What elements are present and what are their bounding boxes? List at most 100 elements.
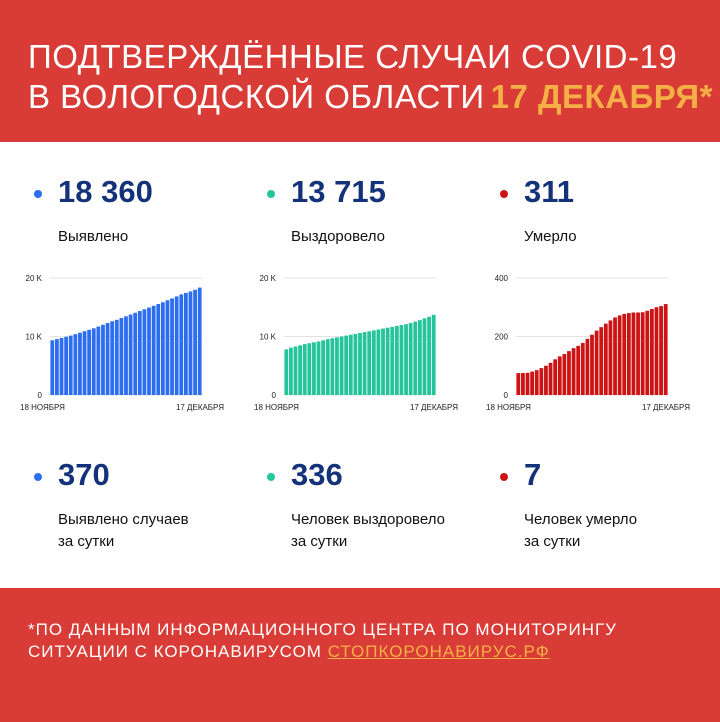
- y-tick-label: 200: [495, 333, 509, 342]
- chart-bar: [431, 314, 436, 395]
- recovered-dot: [267, 190, 275, 198]
- chart-bar: [654, 307, 659, 395]
- chart-bar: [417, 320, 422, 395]
- chart-bar: [353, 333, 358, 395]
- title-line-2: В ВОЛОГОДСКОЙ ОБЛАСТИ 17 ДЕКАБРЯ*: [28, 78, 713, 116]
- chart-bar: [376, 329, 381, 395]
- daily-died-label-1: Человек умерло: [524, 511, 638, 528]
- daily-detected-value: 370: [58, 457, 110, 492]
- chart-bar: [302, 344, 307, 395]
- chart-bar: [119, 318, 124, 395]
- daily-died-value: 7: [524, 457, 542, 492]
- y-tick-label: 400: [495, 274, 509, 283]
- chart-bar: [55, 339, 59, 395]
- chart-bar: [298, 345, 303, 395]
- title-line-1: ПОДТВЕРЖДЁННЫЕ СЛУЧАИ COVID-19: [28, 38, 678, 75]
- chart-bar: [91, 328, 96, 395]
- chart-bar: [165, 300, 170, 395]
- chart-bar: [525, 372, 530, 395]
- x-end-label: 17 ДЕКАБРЯ: [176, 403, 224, 412]
- daily-recovered-value: 336: [291, 457, 343, 492]
- title-region: В ВОЛОГОДСКОЙ ОБЛАСТИ: [28, 78, 485, 115]
- chart-bar: [362, 332, 367, 395]
- chart-bar: [608, 320, 613, 395]
- chart-bar: [576, 345, 581, 395]
- chart-bar: [348, 334, 353, 395]
- chart-recovered: 0 10 K 20 K 18 НОЯБРЯ 17 ДЕКАБРЯ: [254, 274, 458, 412]
- chart-bar: [307, 343, 312, 395]
- chart-bar: [385, 327, 390, 395]
- chart-bar: [580, 342, 585, 395]
- source-link[interactable]: СТОПКОРОНАВИРУС.РФ: [327, 642, 550, 661]
- died-dot: [500, 190, 508, 198]
- chart-bar: [530, 371, 535, 395]
- chart-bar: [325, 339, 330, 395]
- chart-bar: [404, 324, 408, 395]
- detected-daily-dot: [34, 473, 42, 481]
- footer-source: СИТУАЦИИ С КОРОНАВИРУСОМ: [28, 642, 322, 661]
- chart-bar: [147, 307, 151, 395]
- chart-bar: [73, 334, 78, 395]
- chart-bar: [394, 325, 399, 395]
- chart-bar: [101, 324, 105, 395]
- chart-bar: [197, 287, 202, 395]
- chart-bar: [548, 362, 553, 395]
- daily-recovered-label-1: Человек выздоровело: [291, 511, 445, 528]
- chart-bar: [59, 337, 64, 395]
- x-end-label: 17 ДЕКАБРЯ: [410, 403, 458, 412]
- chart-bar: [663, 304, 668, 395]
- chart-bar: [110, 321, 115, 395]
- total-detected-label: Выявлено: [58, 228, 129, 245]
- chart-bar: [96, 326, 101, 395]
- chart-bar: [636, 312, 640, 395]
- chart-bar: [82, 331, 87, 395]
- y-tick-label: 0: [504, 391, 509, 400]
- chart-bar: [160, 302, 165, 395]
- chart-bar: [151, 305, 156, 395]
- chart-bar: [284, 349, 289, 395]
- chart-bar: [645, 310, 650, 395]
- chart-bar: [571, 348, 576, 395]
- x-start-label: 18 НОЯБРЯ: [486, 403, 531, 412]
- chart-bar: [137, 311, 142, 395]
- chart-bar: [585, 338, 590, 395]
- total-died-value: 311: [524, 174, 575, 209]
- chart-bar: [339, 336, 344, 395]
- chart-bar: [399, 325, 404, 395]
- y-tick-label: 0: [272, 391, 277, 400]
- chart-bar: [170, 298, 174, 395]
- total-detected-value: 18 360: [58, 174, 153, 209]
- chart-bar: [78, 332, 82, 395]
- y-tick-label: 10 K: [260, 333, 277, 342]
- chart-bar: [358, 332, 362, 395]
- chart-bar: [408, 323, 413, 395]
- chart-bar: [567, 351, 571, 395]
- chart-bar: [390, 326, 395, 395]
- chart-bar: [142, 309, 147, 395]
- y-tick-label: 20 K: [26, 274, 43, 283]
- chart-bar: [626, 313, 631, 395]
- x-start-label: 18 НОЯБРЯ: [20, 403, 65, 412]
- chart-bar: [316, 341, 321, 395]
- chart-bar: [87, 329, 92, 395]
- chart-detected: 0 10 K 20 K 18 НОЯБРЯ 17 ДЕКАБРЯ: [20, 274, 224, 412]
- chart-bar: [50, 340, 55, 395]
- recovered-daily-dot: [267, 473, 275, 481]
- chart-bar: [544, 365, 548, 395]
- header: ПОДТВЕРЖДЁННЫЕ СЛУЧАИ COVID-19 В ВОЛОГОД…: [0, 0, 720, 142]
- chart-bar: [631, 312, 636, 395]
- daily-died-label-2: за сутки: [524, 533, 581, 550]
- chart-bar: [174, 296, 179, 395]
- chart-bar: [371, 330, 376, 395]
- total-recovered-value: 13 715: [291, 174, 386, 209]
- footer-line-1: *ПО ДАННЫМ ИНФОРМАЦИОННОГО ЦЕНТРА ПО МОН…: [28, 620, 617, 639]
- chart-bar: [105, 323, 110, 395]
- x-end-label: 17 ДЕКАБРЯ: [642, 403, 690, 412]
- chart-bar: [68, 335, 73, 395]
- detected-dot: [34, 190, 42, 198]
- chart-bar: [128, 314, 133, 395]
- y-tick-label: 20 K: [260, 274, 277, 283]
- chart-bar: [659, 306, 663, 395]
- chart-bar: [193, 289, 197, 395]
- y-tick-label: 0: [38, 391, 43, 400]
